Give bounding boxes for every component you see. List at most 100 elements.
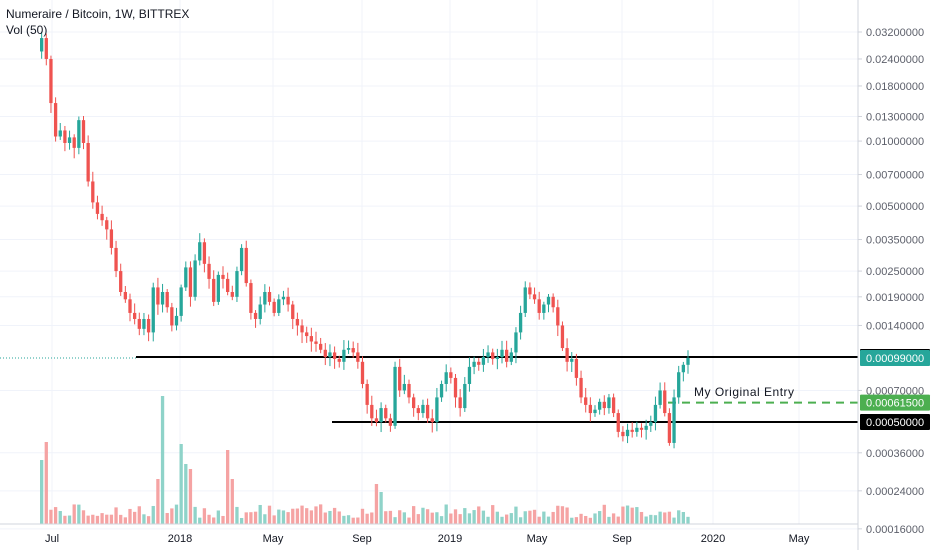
candle-body [398,366,402,391]
volume-bar [402,512,406,524]
candle-body [356,352,360,362]
volume-bar [267,505,272,524]
candle-body [667,413,672,443]
volume-bar [300,505,304,524]
volume-bar [458,514,462,524]
volume-bar [67,515,72,524]
candle-body [40,38,44,52]
candle-body [77,120,81,148]
price-label-bg [860,414,930,430]
volume-bar [384,511,388,524]
volume-bar [518,517,523,524]
volume-bar [439,516,444,524]
volume-bar [146,516,151,524]
volume-bar [356,517,360,524]
candle-body [212,278,216,302]
candle-body [681,364,685,373]
volume-bar [188,469,193,524]
volume-bar [49,509,53,524]
volume-bar [449,513,453,524]
candle-body [142,318,146,329]
volume-bar [374,484,379,524]
candle-body [393,366,397,426]
candle-body [165,292,169,308]
volume-bar [156,479,160,524]
volume-bar [621,506,625,524]
volume-bar [86,515,90,524]
volume-bar [58,511,62,524]
candle-body [133,312,137,319]
y-tick-label: 0.01000000 [866,136,924,148]
volume-bar [212,517,216,524]
candle-body [286,296,290,305]
candle-body [607,397,611,409]
candle-body [346,348,351,350]
x-tick-label: 2020 [701,533,725,545]
candle-body [151,287,155,333]
candle-body [263,292,267,305]
candle-body [63,130,67,143]
volume-bar [63,515,67,524]
volume-bar [412,506,416,524]
candle-body [565,348,569,362]
y-tick-label: 0.00140000 [866,320,924,332]
candle-body [365,383,369,405]
y-tick-label: 0.00016000 [866,524,924,536]
y-tick-label: 0.00250000 [866,266,924,278]
candle-body [179,287,183,316]
volume-bar [337,511,341,524]
candle-body [458,397,462,409]
candle-body [611,397,616,414]
candle-body [272,301,276,313]
volume-bar [416,514,420,524]
candle-body [300,325,304,333]
volume-bar [151,505,155,524]
price-label-bg [860,349,930,366]
candle-body [109,229,114,248]
volume-bar [477,506,481,524]
volume-bar [435,512,439,524]
candle-body [495,357,499,359]
volume-bar [625,505,630,524]
volume-bar [314,506,318,524]
volume-bar [407,517,411,524]
candle-body [193,260,197,297]
candle-body [658,390,662,405]
annotations: My Original Entry [694,385,794,399]
volume-bar [532,509,537,524]
volume-bar [444,504,448,524]
volume-bar [370,512,374,524]
volume-bar [95,515,100,524]
price-label-bg [860,394,930,411]
candle-body [323,349,327,357]
volume-bar [202,508,207,524]
volume-bar [216,510,220,524]
candle-body [444,372,448,384]
volume-bar [137,506,141,524]
volume-bar [584,515,588,524]
volume-bar [607,516,611,524]
candle-body [477,361,481,365]
candle-body [523,287,527,313]
volume-bar [486,516,490,524]
candle-body [160,292,165,305]
candle-body [244,247,248,284]
candle-body [416,408,420,414]
volume-bar [179,444,183,524]
candle-body [532,294,537,300]
volume-bar [574,517,579,524]
volume-bar [253,511,258,524]
volume-bar [305,508,309,524]
candle-body [91,181,95,203]
candle-body [156,287,160,305]
volume-bar [639,511,644,524]
volume-bar [542,511,546,524]
volume-bar [277,509,281,524]
volume-bar [319,504,323,524]
candle-body [584,397,588,405]
candle-body [360,361,365,384]
candle-body [123,292,127,300]
volume-bar [123,517,127,524]
candle-body [281,296,286,300]
